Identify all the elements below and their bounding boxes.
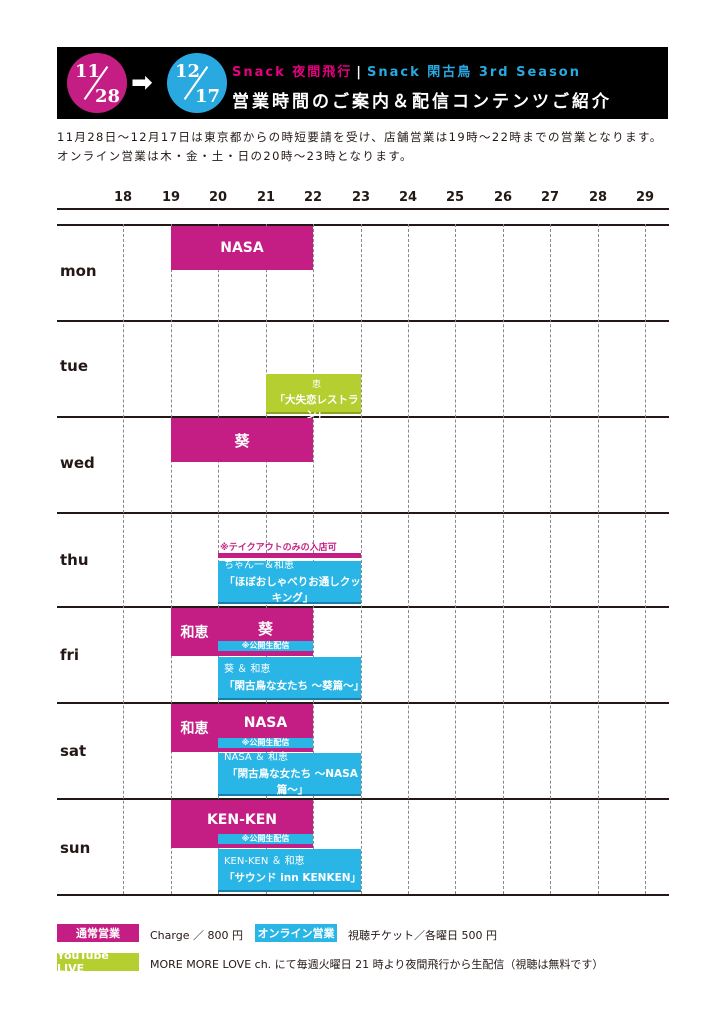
hour-gridline	[598, 224, 599, 894]
hour-gridline	[645, 224, 646, 894]
sun-online-title: 「サウンド inn KENKEN」	[224, 871, 362, 884]
hour-gridline	[218, 224, 219, 894]
hour-label: 18	[113, 190, 133, 205]
legend-youtube-text: MORE MORE LOVE ch. にて毎週火曜日 21 時より夜間飛行から生…	[150, 958, 604, 971]
hour-label: 21	[256, 190, 276, 205]
start-month: 11	[75, 61, 101, 82]
hour-gridline	[171, 224, 172, 894]
grid-row-line	[57, 224, 669, 226]
thu-takeout-note: ※テイクアウトのみの入店可	[220, 543, 337, 553]
hour-gridline	[455, 224, 456, 894]
start-date-badge: 11 28	[67, 53, 127, 113]
banner-title: Snack 夜間飛行 | Snack 閑古鳥 3rd Season	[232, 61, 581, 80]
hour-label: 23	[351, 190, 371, 205]
sat-live-tag: ※公開生配信	[218, 738, 313, 748]
day-label-thu: thu	[60, 551, 89, 569]
day-label-sun: sun	[60, 839, 91, 857]
thu-online-title: 「ほぼおしゃべりお通しクッキング」	[224, 575, 361, 604]
fri-store-early-block: 和恵	[171, 608, 218, 656]
fri-online-title: 「閑古鳥な女たち 〜葵篇〜」	[224, 679, 365, 692]
intro-text: 11月28日〜12月17日は東京都からの時短要請を受け、店舗営業は19時〜22時…	[57, 130, 663, 163]
hour-gridline	[503, 224, 504, 894]
hour-gridline	[313, 224, 314, 894]
hour-label: 27	[540, 190, 560, 205]
legend-regular-text: Charge ／ 800 円	[150, 929, 243, 942]
grid-row-line	[57, 416, 669, 418]
grid-row-line	[57, 702, 669, 704]
hour-label: 20	[208, 190, 228, 205]
end-date-badge: 12 17	[167, 53, 227, 113]
grid-row-line	[57, 512, 669, 514]
hour-label: 29	[635, 190, 655, 205]
thu-online-block: ちゃん一＆和恵 「ほぼおしゃべりお通しクッキング」	[218, 559, 361, 604]
grid-top-line	[57, 208, 669, 210]
sat-store-early-block: 和恵	[171, 704, 218, 752]
title-yakan-hikou: Snack 夜間飛行	[232, 65, 353, 80]
sun-live-tag: ※公開生配信	[218, 834, 313, 844]
wed-store-block: 葵	[171, 418, 313, 462]
day-label-wed: wed	[60, 454, 95, 472]
hour-label: 19	[161, 190, 181, 205]
hour-label: 26	[493, 190, 513, 205]
fri-online-block: 葵 ＆ 和恵 「閑古鳥な女たち 〜葵篇〜」	[218, 657, 365, 700]
grid-row-line	[57, 798, 669, 800]
sun-online-block: KEN-KEN ＆ 和恵 「サウンド inn KENKEN」	[218, 849, 361, 892]
hour-label: 22	[303, 190, 323, 205]
hour-gridline	[361, 224, 362, 894]
fri-online-hosts: 葵 ＆ 和恵	[224, 663, 271, 675]
tue-youtube-host: ギャランティーク和恵	[276, 365, 357, 390]
arrow-right-icon: ➡	[131, 68, 153, 98]
legend-regular-swatch: 通常営業	[57, 924, 139, 942]
day-label-mon: mon	[60, 262, 97, 280]
thu-online-hosts: ちゃん一＆和恵	[224, 559, 294, 571]
hour-label: 25	[445, 190, 465, 205]
hour-gridline	[123, 224, 124, 894]
start-day: 28	[94, 86, 120, 107]
grid-row-line	[57, 606, 669, 608]
legend-youtube-swatch: YouTube LIVE	[57, 949, 139, 975]
sun-online-hosts: KEN-KEN ＆ 和恵	[224, 855, 305, 867]
grid-row-line	[57, 320, 669, 322]
thu-takeout-strip	[218, 553, 361, 558]
day-label-fri: fri	[60, 646, 80, 664]
mon-store-block: NASA	[171, 226, 313, 270]
hour-label: 24	[398, 190, 418, 205]
title-separator: |	[356, 65, 364, 80]
fri-live-tag: ※公開生配信	[218, 641, 313, 651]
legend-online-swatch: オンライン営業	[255, 924, 337, 942]
banner-subtitle: 営業時間のご案内＆配信コンテンツご紹介	[232, 92, 612, 112]
header-banner: 11 28 ➡ 12 17 Snack 夜間飛行 | Snack 閑古鳥 3rd S…	[57, 47, 668, 119]
tue-youtube-block: ギャランティーク和恵 「大失恋レストラン」	[266, 365, 361, 421]
end-day: 17	[194, 86, 220, 107]
end-month: 12	[175, 61, 201, 82]
sat-online-hosts: NASA ＆ 和恵	[224, 751, 289, 763]
hour-gridline	[266, 224, 267, 894]
hour-gridline	[550, 224, 551, 894]
day-label-tue: tue	[60, 357, 89, 375]
legend-online-text: 視聴チケット／各曜日 500 円	[348, 929, 497, 942]
sat-online-block: NASA ＆ 和恵 「閑古鳥な女たち 〜NASA 篇〜」	[218, 751, 361, 796]
day-label-sat: sat	[60, 742, 87, 760]
grid-bottom-line	[57, 894, 669, 896]
title-kankodori: Snack 閑古鳥 3rd Season	[367, 65, 581, 80]
sat-online-title: 「閑古鳥な女たち 〜NASA 篇〜」	[227, 767, 358, 796]
hour-label: 28	[588, 190, 608, 205]
hour-gridline	[408, 224, 409, 894]
